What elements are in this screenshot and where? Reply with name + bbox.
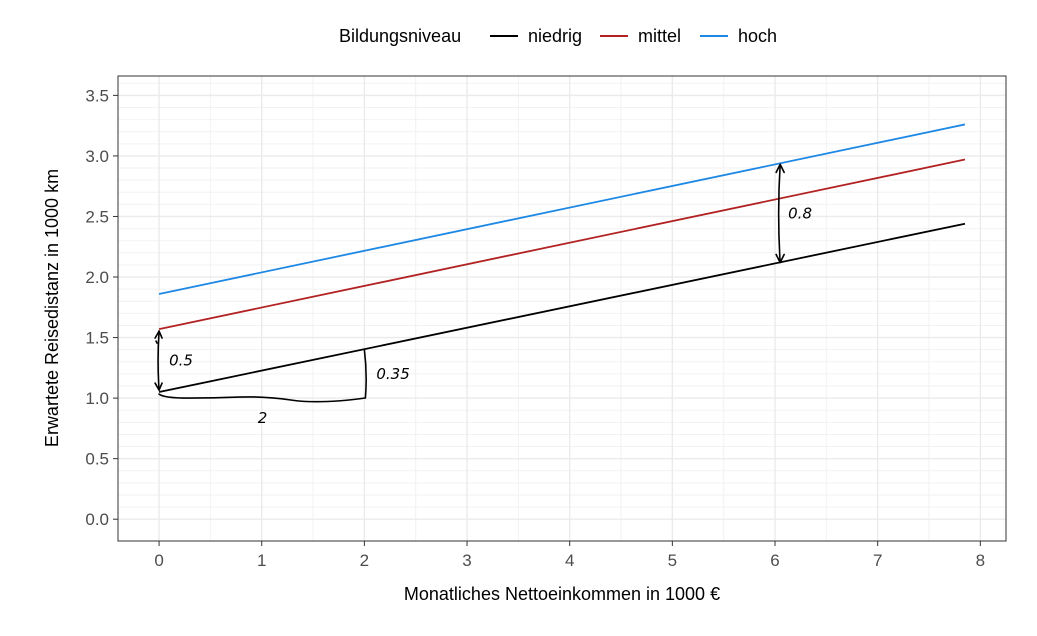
annotation-rise-0-35: [363, 348, 367, 399]
x-tick-label: 2: [360, 551, 369, 570]
annotation-label-0-35: 0.35: [376, 365, 409, 383]
legend-key-hoch: hoch: [700, 26, 777, 46]
annotation-arrowhead-0-5-top: [154, 330, 163, 339]
x-tick-label: 8: [976, 551, 985, 570]
y-tick-label: 2.5: [85, 207, 109, 226]
annotation-run-2: [158, 393, 366, 403]
grid-major: [118, 76, 1006, 541]
y-axis: 0.0 0.5 1.0 1.5 2.0 2.5 3.0 3.5: [85, 86, 118, 529]
annotation-arrowhead-0-8-bottom: [775, 253, 785, 264]
legend-label-hoch: hoch: [738, 26, 777, 46]
x-axis-title: Monatliches Nettoeinkommen in 1000 €: [404, 584, 720, 604]
x-axis: 0 1 2 3 4 5 6 7 8: [154, 541, 985, 570]
x-tick-label: 3: [462, 551, 471, 570]
series-line-hoch: [158, 123, 966, 295]
y-axis-title: Erwartete Reisedistanz in 1000 km: [42, 169, 62, 447]
y-tick-label: 3.5: [85, 86, 109, 105]
y-tick-label: 0.5: [85, 450, 109, 469]
annotation-arrowhead-0-8-top: [775, 163, 785, 174]
y-tick-label: 3.0: [85, 147, 109, 166]
y-tick-label: 1.5: [85, 329, 109, 348]
legend-label-niedrig: niedrig: [528, 26, 582, 46]
legend: Bildungsniveau niedrig mittel hoch: [339, 26, 777, 46]
x-tick-label: 4: [565, 551, 574, 570]
series-line-niedrig: [158, 222, 966, 393]
grid-minor: [118, 76, 1006, 541]
legend-key-niedrig: niedrig: [490, 26, 582, 46]
y-tick-label: 0.0: [85, 510, 109, 529]
series-lines: [158, 123, 966, 393]
y-tick-label: 1.0: [85, 389, 109, 408]
x-tick-label: 1: [257, 551, 266, 570]
annotation-tick-0-5: [155, 340, 158, 344]
annotation-arrow-0-8: [777, 163, 781, 264]
x-tick-label: 6: [770, 551, 779, 570]
plot-panel: [117, 75, 1007, 542]
annotation-arrowhead-0-5-bottom: [154, 382, 163, 391]
series-line-mittel: [158, 158, 966, 330]
y-tick-label: 2.0: [85, 268, 109, 287]
x-tick-label: 0: [154, 551, 163, 570]
annotation-label-2: 2: [258, 409, 268, 427]
legend-label-mittel: mittel: [638, 26, 681, 46]
annotation-arrow-0-5: [157, 330, 160, 391]
annotation-label-0-8: 0.8: [788, 204, 812, 222]
x-tick-label: 7: [873, 551, 882, 570]
x-tick-label: 5: [668, 551, 677, 570]
legend-key-mittel: mittel: [600, 26, 681, 46]
annotation-label-0-5: 0.5: [169, 352, 193, 370]
legend-title: Bildungsniveau: [339, 26, 461, 46]
annotations: 0.5 2 0.35 0.8: [154, 163, 812, 427]
